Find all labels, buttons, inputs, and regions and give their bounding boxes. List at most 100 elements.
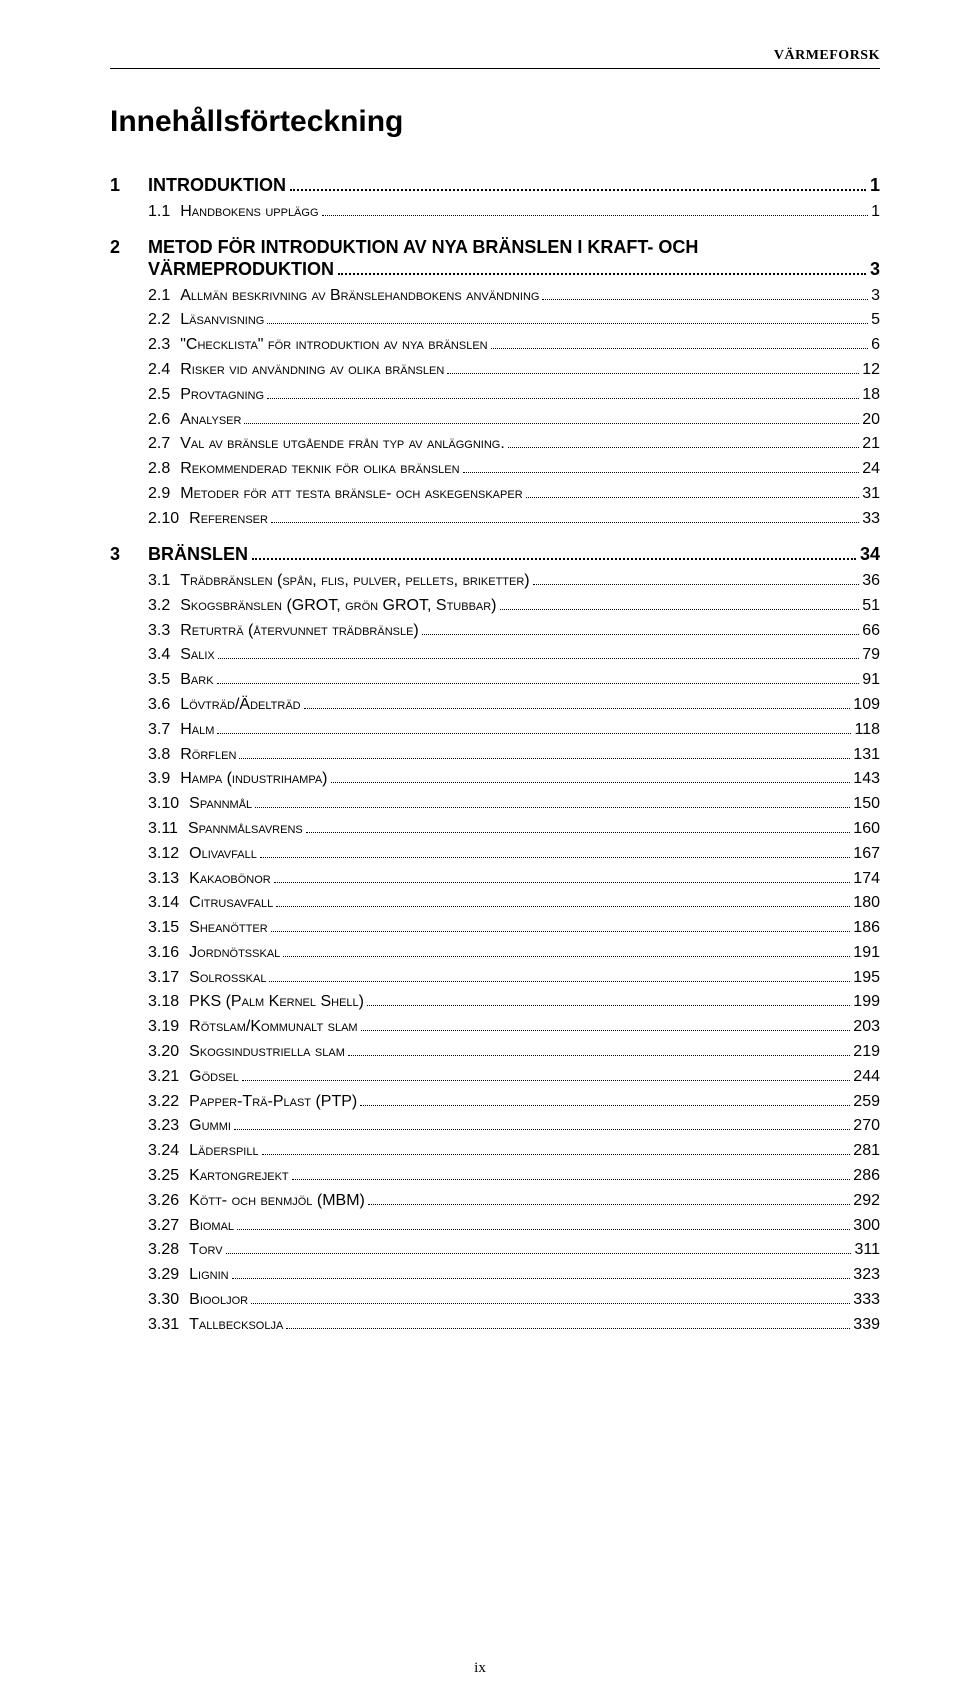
toc-sub-page: 191 (853, 941, 880, 966)
toc-sub-label: Salix (180, 643, 215, 668)
toc-chapter-number: 1 (110, 175, 148, 196)
toc-subsection[interactable]: 3.5Bark91 (148, 668, 880, 693)
toc-sub-number: 3.1 (148, 569, 170, 594)
toc-subsection[interactable]: 2.4Risker vid användning av olika bränsl… (148, 358, 880, 383)
toc-subsection[interactable]: 3.15Sheanötter186 (148, 916, 880, 941)
toc-subsection[interactable]: 3.28Torv311 (148, 1238, 880, 1263)
toc-subsection[interactable]: 3.24Läderspill281 (148, 1139, 880, 1164)
toc-chapter[interactable]: 1INTRODUKTION1 (110, 175, 880, 196)
toc-subsection[interactable]: 3.27Biomal300 (148, 1214, 880, 1239)
toc-subsection[interactable]: 2.1Allmän beskrivning av Bränslehandboke… (148, 284, 880, 309)
toc-sub-page: 292 (853, 1189, 880, 1214)
toc-subsection[interactable]: 3.3Returträ (återvunnet trädbränsle)66 (148, 619, 880, 644)
toc-leader-dots (367, 993, 850, 1006)
toc-subsection[interactable]: 2.3"Checklista" för introduktion av nya … (148, 333, 880, 358)
toc-sub-page: 203 (853, 1015, 880, 1040)
toc-chapter-label: METOD FÖR INTRODUKTION AV NYA BRÄNSLEN I… (148, 237, 698, 258)
toc-sub-page: 91 (862, 668, 880, 693)
toc-leader-dots (242, 1068, 850, 1081)
toc-sub-label: Kakaobönor (189, 867, 271, 892)
toc-subsection[interactable]: 3.1 Trädbränslen (spån, flis, pulver, pel… (148, 569, 880, 594)
toc-leader-dots (306, 820, 851, 833)
toc-sub-number: 3.22 (148, 1090, 179, 1115)
toc-subsection[interactable]: 3.26Kött- och benmjöl (MBM)292 (148, 1189, 880, 1214)
toc-subsection[interactable]: 3.13Kakaobönor174 (148, 867, 880, 892)
toc-chapter[interactable]: 3BRÄNSLEN34 (110, 544, 880, 565)
toc-sub-label: Analyser (180, 408, 241, 433)
toc-subsection[interactable]: 3.17Solrosskal195 (148, 966, 880, 991)
toc-sub-label: Papper-Trä-Plast (PTP) (189, 1090, 357, 1115)
toc-sub-page: 259 (853, 1090, 880, 1115)
toc-subsection[interactable]: 3.12Olivavfall167 (148, 842, 880, 867)
toc-subsection[interactable]: 3.11Spannmålsavrens160 (148, 817, 880, 842)
toc-leader-dots (217, 721, 851, 734)
toc-subsection[interactable]: 2.7Val av bränsle utgående från typ av a… (148, 432, 880, 457)
page: VÄRMEFORSK Innehållsförteckning 1INTRODU… (0, 0, 960, 1701)
toc-chapter[interactable]: 2METOD FÖR INTRODUKTION AV NYA BRÄNSLEN … (110, 237, 880, 279)
toc-leader-dots (322, 203, 869, 216)
toc-subsection[interactable]: 2.9Metoder för att testa bränsle- och as… (148, 482, 880, 507)
toc-leader-dots (271, 919, 851, 932)
toc-subsection[interactable]: 3.29Lignin323 (148, 1263, 880, 1288)
toc-chapter-page: 1 (870, 175, 880, 196)
toc-subsection[interactable]: 3.2Skogsbränslen (GROT, grön GROT, Stubb… (148, 594, 880, 619)
toc-sub-number: 3.9 (148, 767, 170, 792)
toc-subsection[interactable]: 2.5Provtagning18 (148, 383, 880, 408)
toc-sub-label: Lövträd/Ädelträd (180, 693, 300, 718)
toc-subsection[interactable]: 3.14Citrusavfall180 (148, 891, 880, 916)
header-rule (110, 68, 880, 69)
toc-sub-page: 3 (871, 284, 880, 309)
toc-sub-number: 3.10 (148, 792, 179, 817)
toc-leader-dots (255, 795, 850, 808)
toc-sub-page: 180 (853, 891, 880, 916)
toc-sub-label: Biomal (189, 1214, 234, 1239)
toc-sub-label: Trädbränslen (spån, flis, pulver, pellet… (180, 569, 529, 594)
toc-sub-page: 323 (853, 1263, 880, 1288)
toc-subsection[interactable]: 3.18PKS (Palm Kernel Shell)199 (148, 990, 880, 1015)
toc-subsection[interactable]: 2.10Referenser33 (148, 507, 880, 532)
toc-sub-number: 3.15 (148, 916, 179, 941)
toc-sub-number: 3.24 (148, 1139, 179, 1164)
page-number: ix (0, 1660, 960, 1677)
toc-subsection[interactable]: 3.21Gödsel244 (148, 1065, 880, 1090)
toc-leader-dots (252, 544, 856, 560)
toc-subsection[interactable]: 3.9Hampa (industrihampa)143 (148, 767, 880, 792)
toc-subsection[interactable]: 3.22 Papper-Trä-Plast (PTP) 259 (148, 1090, 880, 1115)
toc-subsection[interactable]: 1.1Handbokens upplägg1 (148, 200, 880, 225)
toc-leader-dots (338, 258, 866, 274)
toc-sub-page: 186 (853, 916, 880, 941)
toc-subsection[interactable]: 3.25Kartongrejekt286 (148, 1164, 880, 1189)
toc-subsection[interactable]: 2.8Rekommenderad teknik för olika bränsl… (148, 457, 880, 482)
toc-sub-page: 31 (862, 482, 880, 507)
toc-subsection[interactable]: 3.31Tallbecksolja339 (148, 1313, 880, 1338)
toc-subsection[interactable]: 3.16Jordnötsskal191 (148, 941, 880, 966)
toc-subsection[interactable]: 3.4Salix79 (148, 643, 880, 668)
toc-sub-label: Lignin (189, 1263, 228, 1288)
toc-sub-number: 2.8 (148, 457, 170, 482)
toc-chapter-label-cont: VÄRMEPRODUKTION (148, 259, 334, 280)
toc-subsection[interactable]: 3.6Lövträd/Ädelträd109 (148, 693, 880, 718)
toc-leader-dots (348, 1043, 850, 1056)
toc-sub-number: 2.2 (148, 308, 170, 333)
toc-sub-label: Returträ (återvunnet trädbränsle) (180, 619, 419, 644)
toc-sub-label: Tallbecksolja (189, 1313, 283, 1338)
toc-subsection[interactable]: 2.2Läsanvisning5 (148, 308, 880, 333)
toc-leader-dots (217, 671, 860, 684)
page-title: Innehållsförteckning (110, 105, 880, 139)
toc-subsection[interactable]: 3.7Halm118 (148, 718, 880, 743)
toc-subsection[interactable]: 2.6Analyser20 (148, 408, 880, 433)
toc-leader-dots (251, 1291, 850, 1304)
toc-subsection[interactable]: 3.19Rötslam/Kommunalt slam203 (148, 1015, 880, 1040)
toc-leader-dots (276, 894, 850, 907)
toc-leader-dots (267, 386, 859, 399)
toc-sub-label: Gummi (189, 1114, 231, 1139)
toc-subsection[interactable]: 3.23Gummi270 (148, 1114, 880, 1139)
toc-subsection[interactable]: 3.10Spannmål150 (148, 792, 880, 817)
toc-sub-label: Skogsbränslen (GROT, grön GROT, Stubbar) (180, 594, 496, 619)
toc-subsection[interactable]: 3.30Biooljor333 (148, 1288, 880, 1313)
toc-subsection[interactable]: 3.8Rörflen131 (148, 743, 880, 768)
toc-sub-page: 300 (853, 1214, 880, 1239)
toc-subsection[interactable]: 3.20Skogsindustriella slam219 (148, 1040, 880, 1065)
toc-sub-number: 2.1 (148, 284, 170, 309)
toc-sub-number: 2.5 (148, 383, 170, 408)
